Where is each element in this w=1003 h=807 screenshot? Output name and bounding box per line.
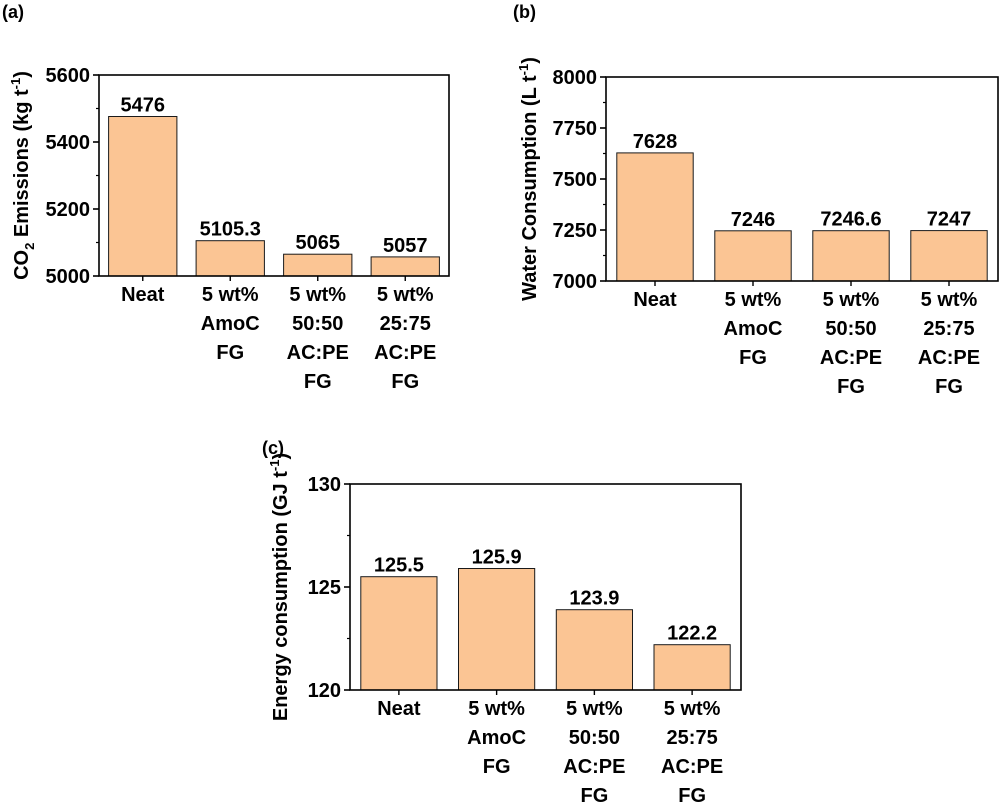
data-label-b-4: 7247 — [927, 209, 972, 231]
y-tick-label-b-5: 8000 — [553, 67, 598, 89]
y-axis-title-b: Water Consumption (L t-1) — [516, 57, 541, 301]
x-category-label-a-3: 5 wt% 50:50 AC:PE FG — [287, 284, 349, 393]
x-category-label-b-3: 5 wt% 50:50 AC:PE FG — [820, 289, 882, 398]
panel-label-c: (c) — [262, 438, 284, 458]
y-tick-label-b-4: 7750 — [553, 118, 598, 140]
y-tick-label-b-1: 7000 — [553, 271, 598, 293]
bar-a-4 — [370, 256, 440, 277]
data-label-c-3: 123.9 — [569, 588, 619, 610]
bar-b-1 — [616, 152, 694, 282]
data-label-b-2: 7246 — [731, 209, 776, 231]
data-label-c-2: 125.9 — [472, 546, 522, 568]
x-category-label-c-4: 5 wt% 25:75 AC:PE FG — [661, 698, 723, 807]
chart-panel-c: (c) Energy consumption (GJ t-1) 120 125 13… — [262, 438, 742, 807]
y-tick-label-a-1: 5000 — [46, 266, 91, 288]
panel-label-a: (a) — [2, 2, 24, 22]
y-tick-label-a-4: 5600 — [46, 65, 91, 87]
y-axis-label-b: Water Consumption (L t-1) — [516, 57, 541, 301]
y-axis-title-c: Energy consumption (GJ t-1) — [267, 453, 292, 721]
plot-area-b: 7000 7250 7500 7750 8000 7628 7246 7246.6 7247 Ne… — [553, 67, 999, 398]
data-label-a-4: 5057 — [383, 235, 428, 257]
y-tick-label-a-2: 5200 — [46, 199, 91, 221]
bar-b-2 — [714, 230, 792, 282]
panel-label-b: (b) — [513, 2, 536, 22]
x-category-label-a-1: Neat — [121, 284, 165, 306]
plot-area-a: 5000 5200 5400 5600 5476 5105.3 5065 5057 Neat 5 … — [46, 65, 450, 393]
y-tick-label-b-2: 7250 — [553, 220, 598, 242]
data-label-c-1: 125.5 — [374, 555, 424, 577]
x-category-label-b-1: Neat — [633, 289, 677, 311]
data-label-b-3: 7246.6 — [820, 209, 881, 231]
x-category-label-c-2: 5 wt% AmoC FG — [467, 698, 526, 778]
bar-c-3 — [555, 609, 633, 691]
bar-b-3 — [812, 230, 890, 282]
y-axis-label-c: Energy consumption (GJ t-1) — [267, 453, 292, 721]
y-tick-label-a-3: 5400 — [46, 132, 91, 154]
data-label-a-2: 5105.3 — [200, 219, 261, 241]
x-category-label-b-4: 5 wt% 25:75 AC:PE FG — [918, 289, 980, 398]
data-label-b-1: 7628 — [633, 131, 678, 153]
bar-c-1 — [360, 576, 438, 691]
x-category-label-c-3: 5 wt% 50:50 AC:PE FG — [563, 698, 625, 807]
bar-a-3 — [283, 253, 353, 277]
x-category-label-a-4: 5 wt% 25:75 AC:PE FG — [374, 284, 436, 393]
data-label-a-1: 5476 — [121, 95, 166, 117]
x-category-label-a-2: 5 wt% AmoC FG — [201, 284, 260, 364]
bar-c-4 — [653, 644, 731, 691]
y-tick-label-c-2: 125 — [308, 577, 341, 599]
y-tick-label-c-3: 130 — [308, 474, 341, 496]
y-axis-title-a: CO2 Emissions (kg t-1) — [8, 71, 37, 280]
data-label-a-3: 5065 — [296, 232, 341, 254]
x-category-label-c-1: Neat — [377, 698, 421, 720]
y-axis-label-a: CO2 Emissions (kg t-1) — [8, 71, 37, 280]
bar-a-1 — [108, 116, 178, 277]
x-category-label-b-2: 5 wt% AmoC FG — [724, 289, 783, 369]
bar-c-2 — [458, 568, 536, 691]
bar-b-4 — [910, 230, 988, 282]
chart-panel-a: (a) CO2 Emissions (kg t-1) 5000520054005… — [2, 2, 450, 393]
chart-panel-b: (b) Water Consumption (L t-1) 7000 7250 75… — [513, 2, 999, 398]
bar-a-2 — [195, 240, 265, 277]
y-tick-label-b-3: 7500 — [553, 169, 598, 191]
y-tick-label-c-1: 120 — [308, 680, 341, 702]
data-label-c-4: 122.2 — [667, 623, 717, 645]
plot-area-c: 120 125 130 125.5 125.9 123.9 122.2 Neat 5 wt% Am… — [308, 474, 742, 807]
